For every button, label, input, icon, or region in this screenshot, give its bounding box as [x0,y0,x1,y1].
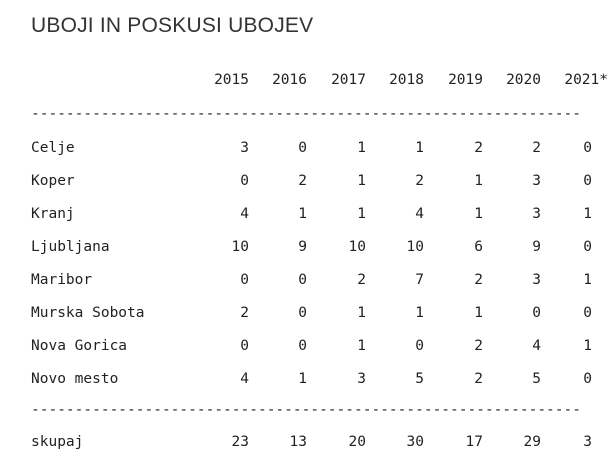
cell-value: 7 [415,272,424,288]
cell-value: 3 [240,140,249,156]
region-name: Murska Sobota [31,305,145,321]
region-name: Nova Gorica [31,338,128,354]
cell-value: 2 [415,173,424,189]
table-row: Kranj 4 1 1 4 1 3 1 [31,206,592,226]
cell-value: 0 [583,239,592,255]
cell-value: 5 [532,371,541,387]
cell-value: 9 [532,239,541,255]
cell-value: 1 [474,305,483,321]
cell-value: 0 [583,140,592,156]
region-name: Maribor [31,272,93,288]
region-name: Celje [31,140,75,156]
cell-value: 10 [406,239,424,255]
table-row: Murska Sobota 2 0 1 1 1 0 0 [31,305,592,325]
cell-value: 1 [357,173,366,189]
cell-value: 0 [532,305,541,321]
year-header: 2017 [331,72,366,88]
cell-value: 2 [298,173,307,189]
table-row: Maribor 0 0 2 7 2 3 1 [31,272,592,292]
cell-value: 0 [298,140,307,156]
total-value: 30 [406,434,424,450]
cell-value: 0 [583,305,592,321]
cell-value: 2 [474,272,483,288]
cell-value: 1 [583,338,592,354]
cell-value: 2 [474,338,483,354]
cell-value: 5 [415,371,424,387]
region-name: Novo mesto [31,371,119,387]
table-row: Koper 0 2 1 2 1 3 0 [31,173,592,193]
cell-value: 0 [240,338,249,354]
table-row: Nova Gorica 0 0 1 0 2 4 1 [31,338,592,358]
year-header-row: 2015 2016 2017 2018 2019 2020 2021* [31,72,608,92]
cell-value: 9 [298,239,307,255]
cell-value: 2 [532,140,541,156]
cell-value: 0 [583,371,592,387]
year-header: 2019 [448,72,483,88]
total-value: 29 [523,434,541,450]
cell-value: 1 [357,206,366,222]
cell-value: 10 [348,239,366,255]
region-name: Ljubljana [31,239,110,255]
cell-value: 4 [415,206,424,222]
cell-value: 1 [415,305,424,321]
cell-value: 2 [474,140,483,156]
region-name: Koper [31,173,75,189]
cell-value: 0 [583,173,592,189]
region-name: Kranj [31,206,75,222]
cell-value: 4 [240,371,249,387]
table-row: Celje 3 0 1 1 2 2 0 [31,140,592,160]
total-value: 17 [465,434,483,450]
cell-value: 0 [415,338,424,354]
total-value: 20 [348,434,366,450]
cell-value: 0 [298,338,307,354]
cell-value: 3 [532,173,541,189]
cell-value: 4 [532,338,541,354]
cell-value: 3 [532,272,541,288]
cell-value: 4 [240,206,249,222]
total-value: 3 [583,434,592,450]
page-title: UBOJI IN POSKUSI UBOJEV [31,14,314,37]
cell-value: 2 [240,305,249,321]
year-header: 2018 [389,72,424,88]
year-header: 2015 [214,72,249,88]
separator-line: ----------------------------------------… [31,106,583,122]
cell-value: 2 [357,272,366,288]
total-value: 23 [231,434,249,450]
cell-value: 1 [298,371,307,387]
cell-value: 1 [474,206,483,222]
separator-line: ----------------------------------------… [31,402,583,418]
cell-value: 10 [231,239,249,255]
cell-value: 1 [583,206,592,222]
cell-value: 6 [474,239,483,255]
cell-value: 1 [415,140,424,156]
cell-value: 1 [298,206,307,222]
table-row: Novo mesto 4 1 3 5 2 5 0 [31,371,592,391]
table-row: Ljubljana 10 9 10 10 6 9 0 [31,239,592,259]
total-row: skupaj 23 13 20 30 17 29 3 [31,434,592,454]
year-header: 2020 [506,72,541,88]
year-header: 2021* [564,72,608,88]
cell-value: 1 [357,305,366,321]
year-header: 2016 [272,72,307,88]
cell-value: 3 [357,371,366,387]
total-label: skupaj [31,434,84,450]
cell-value: 3 [532,206,541,222]
cell-value: 1 [474,173,483,189]
cell-value: 0 [240,272,249,288]
cell-value: 1 [357,338,366,354]
cell-value: 2 [474,371,483,387]
cell-value: 1 [583,272,592,288]
total-value: 13 [289,434,307,450]
cell-value: 0 [298,305,307,321]
cell-value: 0 [240,173,249,189]
cell-value: 0 [298,272,307,288]
cell-value: 1 [357,140,366,156]
